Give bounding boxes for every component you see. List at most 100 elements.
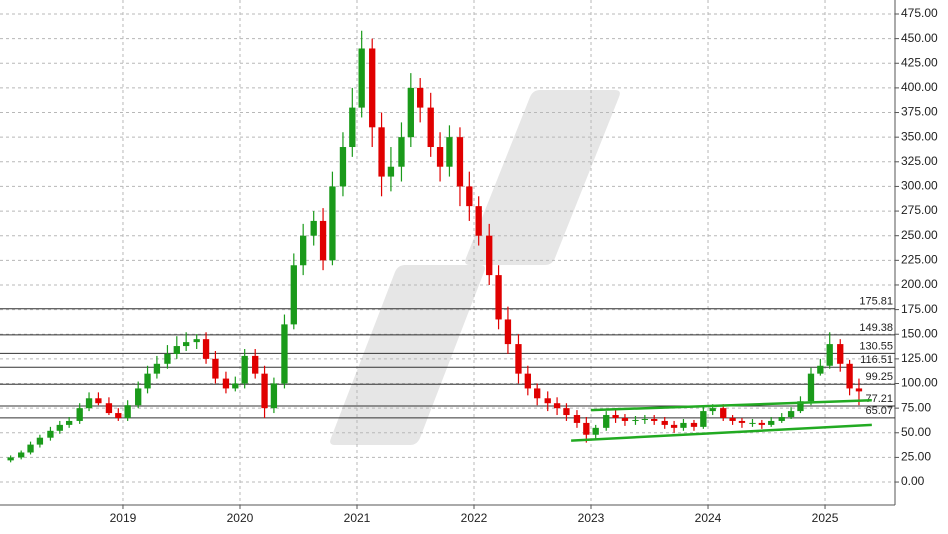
candle-body	[680, 422, 687, 428]
candle-body	[515, 344, 522, 374]
x-tick-label: 2023	[578, 511, 605, 525]
level-label: 149.38	[859, 322, 893, 334]
candle-body	[787, 411, 795, 418]
candle-body	[105, 403, 113, 414]
candle-body	[310, 220, 317, 236]
candle-body	[621, 417, 629, 421]
y-tick-label: 400.00	[901, 80, 938, 94]
candle-body	[700, 411, 707, 427]
candle-body	[563, 408, 570, 416]
candle-body	[339, 147, 347, 187]
candle-body	[135, 388, 142, 406]
candle-body	[173, 346, 180, 354]
candle-body	[837, 344, 844, 364]
candle-body	[729, 417, 736, 421]
candle-body	[398, 137, 405, 167]
y-tick-label: 150.00	[901, 326, 938, 340]
candle-body	[241, 355, 248, 384]
candle-body	[358, 48, 365, 108]
candle-body	[212, 358, 219, 379]
candle-body	[495, 275, 502, 320]
candle-body	[504, 319, 512, 345]
y-tick-label: 375.00	[901, 105, 938, 119]
candle-body	[436, 147, 444, 167]
candle-body	[573, 415, 581, 423]
candle-body	[319, 220, 327, 261]
candle-body	[47, 430, 54, 438]
candle-body	[466, 186, 473, 207]
candle-body	[475, 206, 482, 236]
y-tick-label: 225.00	[901, 253, 938, 267]
x-tick-label: 2022	[461, 511, 488, 525]
x-tick-label: 2020	[227, 511, 254, 525]
level-label: 77.21	[865, 393, 893, 405]
candle-body	[817, 365, 824, 374]
x-tick-label: 2019	[110, 511, 137, 525]
candle-body	[369, 48, 376, 128]
level-label: 65.07	[865, 405, 893, 417]
y-tick-label: 425.00	[901, 55, 938, 69]
y-tick-label: 275.00	[901, 203, 938, 217]
candle-body	[115, 413, 122, 418]
candle-body	[592, 427, 599, 435]
candle-body	[85, 398, 93, 409]
candle-body	[632, 419, 639, 421]
x-tick-label: 2021	[344, 511, 371, 525]
candle-body	[300, 235, 307, 266]
y-tick-label: 350.00	[901, 129, 938, 143]
level-label: 175.81	[859, 296, 893, 308]
candle-body	[738, 420, 746, 423]
candle-body	[65, 420, 73, 425]
y-tick-label: 50.00	[901, 425, 931, 439]
trend-line	[590, 399, 872, 412]
y-tick-label: 325.00	[901, 154, 938, 168]
y-tick-label: 200.00	[901, 277, 938, 291]
candle-body	[349, 107, 356, 148]
candle-body	[544, 398, 551, 404]
y-tick-label: 75.00	[901, 400, 931, 414]
candle-body	[524, 373, 531, 389]
candle-body	[553, 403, 561, 409]
level-label: 130.55	[859, 340, 893, 352]
candle-body	[387, 166, 395, 177]
y-tick-label: 0.00	[901, 474, 925, 488]
candle-body	[153, 363, 161, 374]
candle-body	[826, 344, 833, 366]
trend-line	[571, 423, 872, 442]
candle-body	[193, 339, 200, 343]
candle-body	[583, 422, 590, 435]
candle-body	[290, 265, 297, 325]
candle-body	[534, 388, 541, 399]
y-tick-label: 250.00	[901, 228, 938, 242]
candle-body	[76, 408, 83, 421]
candle-body	[270, 383, 278, 409]
candle-body	[651, 418, 658, 421]
candle-body	[124, 405, 131, 418]
level-label: 99.25	[865, 371, 893, 383]
y-tick-label: 450.00	[901, 31, 938, 45]
watermark	[330, 90, 620, 445]
candle-body	[709, 408, 716, 412]
candle-body	[56, 424, 63, 431]
y-tick-label: 175.00	[901, 302, 938, 316]
candle-body	[778, 417, 785, 421]
candle-body	[183, 342, 190, 347]
candle-body	[417, 87, 424, 108]
candle-body	[329, 186, 336, 261]
x-tick-label: 2025	[812, 511, 839, 525]
y-tick-label: 125.00	[901, 351, 938, 365]
candle-body	[95, 398, 102, 404]
candle-body	[670, 424, 678, 428]
candle-body	[7, 457, 14, 461]
candle-body	[807, 373, 815, 402]
candle-body	[281, 324, 288, 384]
candle-body	[378, 127, 385, 177]
candle-body	[603, 415, 610, 428]
candle-body	[720, 408, 727, 418]
y-tick-label: 475.00	[901, 6, 938, 20]
level-label: 116.51	[860, 354, 893, 366]
candle-body	[261, 373, 268, 409]
candle-body	[846, 363, 853, 389]
